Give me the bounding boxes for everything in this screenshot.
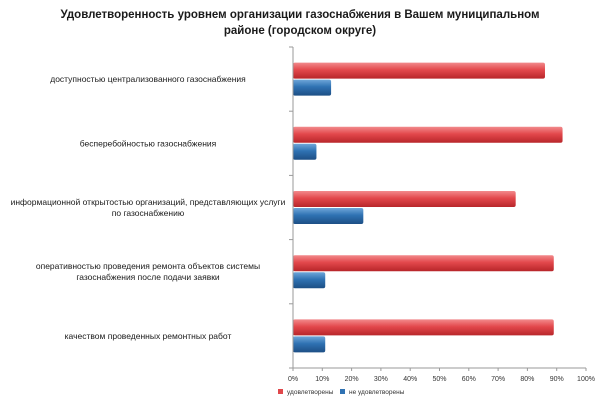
plot-area (293, 62, 563, 353)
x-tick-label: 10% (315, 376, 329, 383)
chart-title: Удовлетворенность уровнем организации га… (60, 9, 539, 37)
x-tick-label: 20% (345, 376, 359, 383)
x-tick-label: 0% (288, 376, 298, 383)
bar-satisfied (293, 62, 545, 79)
bar-satisfied (293, 255, 554, 272)
category-label: качеством проведенных ремонтных работ (65, 331, 232, 341)
category-label: оперативностью проведения ремонта объект… (36, 261, 260, 282)
bar-not-satisfied (293, 272, 326, 289)
bar-satisfied (293, 126, 563, 143)
bar-not-satisfied (293, 336, 326, 353)
x-tick-label: 80% (520, 376, 534, 383)
x-tick-label: 50% (432, 376, 446, 383)
x-tick-label: 30% (374, 376, 388, 383)
category-labels: доступностью централизованного газоснабж… (11, 74, 286, 341)
x-tick-label: 100% (577, 376, 595, 383)
legend-label-satisfied: удовлетворены (287, 389, 334, 396)
x-tick-label: 40% (403, 376, 417, 383)
bar-satisfied (293, 319, 554, 336)
bar-satisfied (293, 191, 516, 207)
chart-title-line: Удовлетворенность уровнем организации га… (60, 9, 539, 21)
bar-not-satisfied (293, 143, 317, 160)
legend: удовлетворены не удовлетворены (278, 389, 405, 396)
x-tick-label: 60% (462, 376, 476, 383)
category-label: доступностью централизованного газоснабж… (50, 74, 246, 84)
x-tick-label: 70% (491, 376, 505, 383)
x-axis: 0% 10% 20% 30% 40% 50% 60% 70% 80% 90% 100% (288, 46, 595, 383)
bar-not-satisfied (293, 208, 364, 224)
x-tick-label: 90% (550, 376, 564, 383)
legend-swatch-satisfied (278, 389, 283, 394)
category-label: информационной открытостью организаций, … (11, 197, 286, 218)
legend-label-not-satisfied: не удовлетворены (349, 389, 405, 396)
bar-not-satisfied (293, 79, 332, 96)
chart-title-line: районе (городском округе) (224, 25, 376, 37)
category-label: бесперебойностью газоснабжения (80, 138, 217, 148)
legend-swatch-not-satisfied (340, 389, 345, 394)
